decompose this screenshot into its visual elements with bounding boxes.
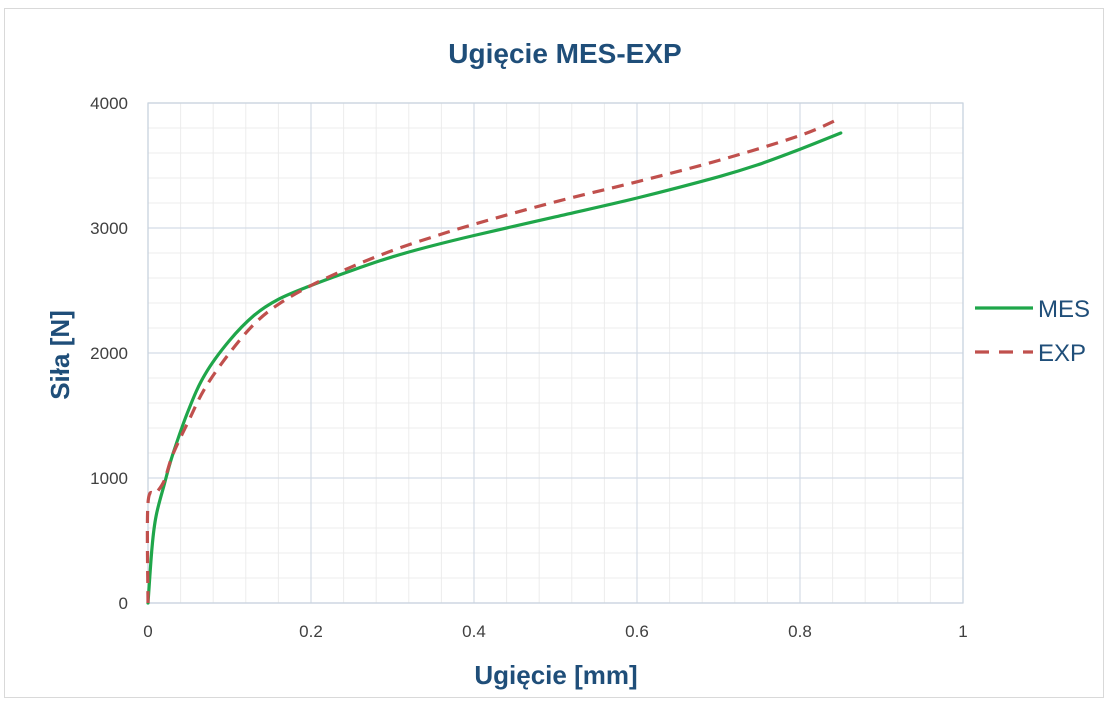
series: [145, 116, 843, 605]
chart-title: Ugięcie MES-EXP: [448, 38, 681, 69]
y-tick-label: 1000: [90, 469, 128, 488]
tick-labels: 0 0.2 0.4 0.6 0.8 1 0 1000 2000 3000 4000: [90, 94, 968, 641]
series-line-mes: [146, 131, 843, 605]
y-tick-label: 3000: [90, 219, 128, 238]
y-tick-label: 2000: [90, 344, 128, 363]
chart-frame: Ugięcie MES-EXP 0 0.2 0.4 0.6 0.8 1 0 1000 2000 3…: [4, 8, 1104, 698]
grid: [147, 102, 964, 604]
y-tick-label: 0: [119, 594, 128, 613]
x-tick-label: 1: [958, 622, 967, 641]
legend-label-mes: MES: [1038, 296, 1090, 323]
x-tick-label: 0.2: [299, 622, 323, 641]
plot-area-border: [147, 102, 964, 604]
x-tick-label: 0.6: [625, 622, 649, 641]
series-line-exp: [145, 116, 842, 604]
x-tick-label: 0: [143, 622, 152, 641]
legend-label-exp: EXP: [1038, 340, 1086, 367]
x-tick-label: 0.4: [462, 622, 486, 641]
y-axis-title: Siła [N]: [45, 310, 75, 400]
x-axis-title: Ugięcie [mm]: [474, 660, 637, 690]
y-tick-label: 4000: [90, 94, 128, 113]
x-tick-label: 0.8: [788, 622, 812, 641]
chart-svg: Ugięcie MES-EXP 0 0.2 0.4 0.6 0.8 1 0 1000 2000 3…: [45, 38, 1090, 690]
legend: MES EXP: [975, 296, 1090, 367]
